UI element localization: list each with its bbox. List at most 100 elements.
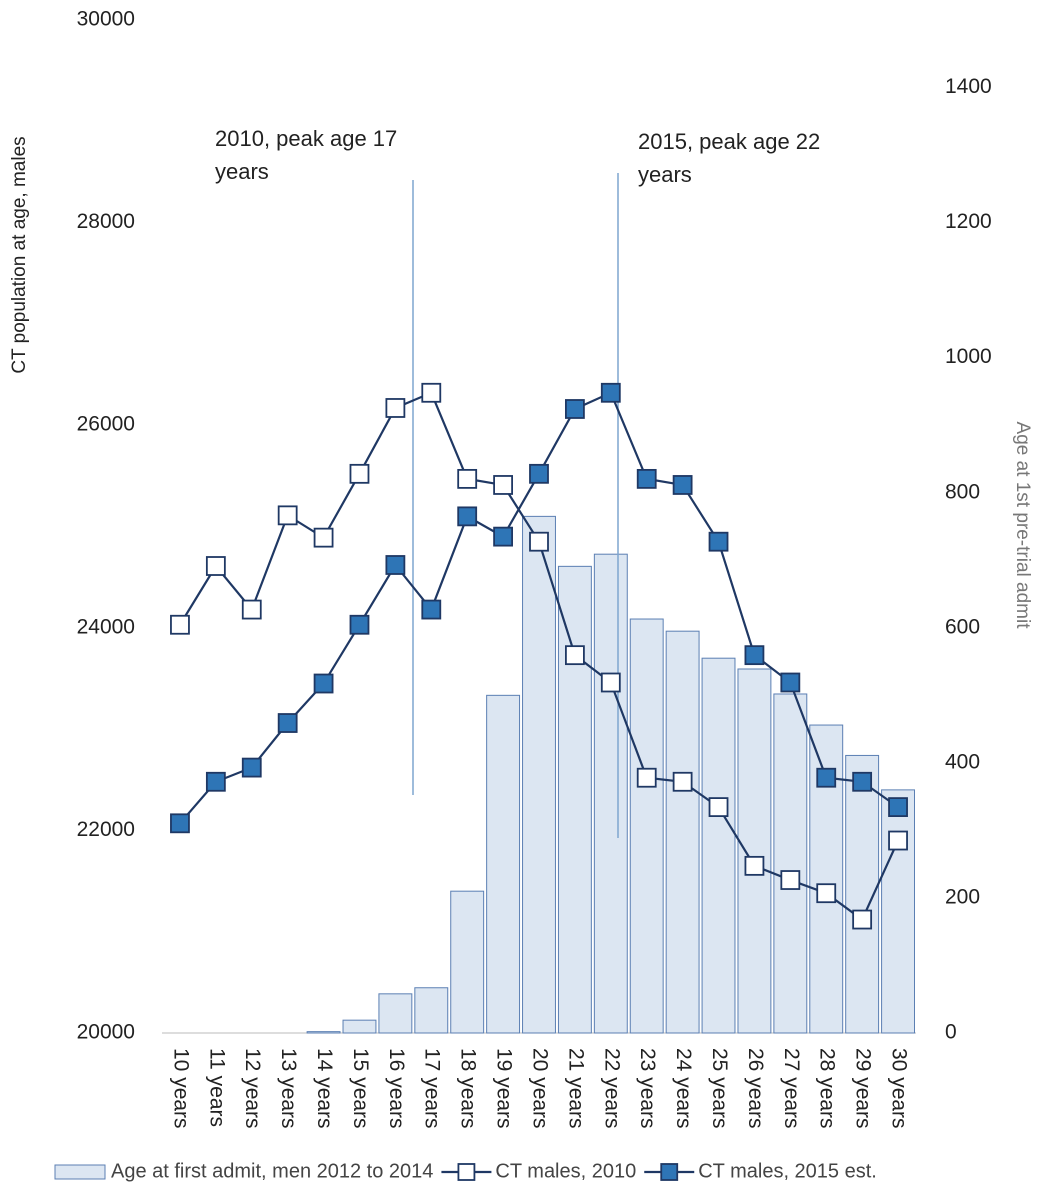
bar <box>306 1031 341 1034</box>
bar <box>773 693 808 1034</box>
x-tick-label: 16 years <box>385 1048 408 1129</box>
bar <box>450 890 485 1034</box>
marker <box>313 527 334 548</box>
bar <box>378 993 413 1034</box>
marker <box>852 771 873 792</box>
legend-label: CT males, 2015 est. <box>698 1160 877 1182</box>
marker <box>493 526 513 547</box>
x-tick-label: 17 years <box>421 1048 444 1129</box>
legend-swatch <box>54 1164 106 1180</box>
marker <box>529 463 549 484</box>
y2-tick-label: 800 <box>945 480 980 503</box>
x-tick-label: 22 years <box>600 1048 623 1129</box>
bar <box>522 515 556 1034</box>
bar <box>629 618 664 1034</box>
x-tick-label: 27 years <box>780 1048 803 1129</box>
marker <box>565 399 585 419</box>
marker <box>888 797 908 818</box>
x-tick-label: 15 years <box>349 1048 372 1129</box>
y-tick-label: 26000 <box>77 413 135 436</box>
y-tick-label: 28000 <box>77 210 135 233</box>
marker <box>600 382 621 403</box>
marker <box>708 531 729 552</box>
marker <box>421 382 442 403</box>
y2-tick-label: 1000 <box>945 345 992 368</box>
x-tick-label: 23 years <box>636 1048 659 1129</box>
y-tick-label: 22000 <box>77 818 135 841</box>
marker <box>529 531 549 552</box>
marker <box>816 883 837 904</box>
marker <box>313 673 334 694</box>
marker <box>421 599 442 620</box>
y2-tick-label: 600 <box>945 615 980 638</box>
x-tick-label: 20 years <box>528 1048 551 1129</box>
x-tick-label: 18 years <box>457 1048 480 1129</box>
legend-swatch-marker <box>660 1163 679 1181</box>
x-tick-label: 29 years <box>852 1048 875 1129</box>
bar <box>881 789 915 1034</box>
marker <box>241 599 262 620</box>
marker <box>457 506 478 527</box>
annotation: 2010, peak age 17 years <box>215 126 398 184</box>
marker <box>493 475 513 495</box>
y2-tick-label: 0 <box>945 1021 957 1044</box>
bar <box>342 1019 377 1034</box>
marker <box>349 463 370 484</box>
marker <box>205 556 226 576</box>
marker <box>780 672 801 693</box>
marker <box>349 614 370 635</box>
x-tick-label: 11 years <box>205 1048 228 1127</box>
marker <box>672 771 693 792</box>
marker <box>205 771 226 792</box>
marker <box>744 855 765 876</box>
marker <box>385 398 406 418</box>
y-tick-label: 24000 <box>77 615 135 638</box>
marker <box>170 614 190 635</box>
bar <box>665 630 700 1034</box>
y2-tick-label: 1200 <box>945 210 992 233</box>
bar <box>414 987 449 1034</box>
x-tick-label: 25 years <box>708 1048 731 1129</box>
bar <box>593 553 628 1034</box>
marker <box>816 767 837 788</box>
marker <box>170 813 190 834</box>
y-tick-label: 30000 <box>77 8 135 31</box>
y2-tick-label: 400 <box>945 750 980 773</box>
marker <box>277 713 298 733</box>
marker <box>565 645 585 666</box>
x-tick-label: 12 years <box>241 1048 264 1129</box>
marker <box>708 797 729 818</box>
marker <box>888 830 908 851</box>
marker <box>672 475 693 495</box>
marker <box>636 767 657 788</box>
x-tick-label: 21 years <box>564 1048 587 1129</box>
x-tick-label: 14 years <box>313 1048 336 1129</box>
x-tick-label: 24 years <box>672 1048 695 1129</box>
y-axis-label: CT population at age, males <box>9 136 30 373</box>
marker <box>277 505 298 526</box>
marker <box>385 555 406 575</box>
y2-axis-label: Age at 1st pre-trial admit <box>1012 422 1033 630</box>
y2-tick-label: 1400 <box>945 75 992 98</box>
legend-label: Age at first admit, men 2012 to 2014 <box>111 1160 433 1182</box>
y-tick-label: 20000 <box>77 1021 135 1044</box>
marker <box>780 870 801 890</box>
marker <box>241 757 262 778</box>
x-tick-label: 26 years <box>744 1048 767 1129</box>
marker <box>852 909 873 930</box>
y2-tick-label: 200 <box>945 885 980 908</box>
x-tick-label: 10 years <box>169 1048 192 1129</box>
annotation: 2015, peak age 22 years <box>638 129 821 187</box>
x-tick-label: 30 years <box>888 1048 911 1129</box>
marker <box>600 672 621 693</box>
bar <box>701 657 736 1034</box>
marker <box>457 468 478 489</box>
x-tick-label: 19 years <box>493 1048 516 1129</box>
bar <box>737 668 772 1034</box>
bar <box>557 565 592 1034</box>
x-tick-label: 13 years <box>277 1048 300 1129</box>
marker <box>636 468 657 489</box>
marker <box>744 645 765 666</box>
